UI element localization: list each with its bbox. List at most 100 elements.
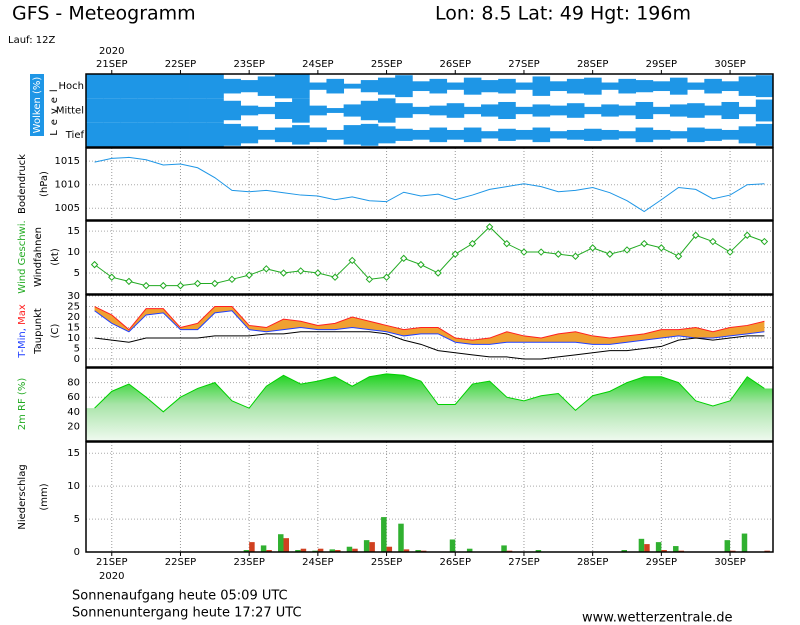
- cloud-cell: [309, 127, 327, 143]
- cloud-cell: [618, 105, 636, 116]
- bar: [535, 550, 542, 552]
- cloud-cell: [669, 77, 688, 95]
- y-unit: (kt): [50, 248, 61, 266]
- cloud-cell: [206, 98, 224, 123]
- marker: [108, 273, 116, 281]
- y-tick-label: 30: [67, 291, 80, 302]
- sunrise: Sonnenaufgang heute 05:09 UTC: [72, 589, 288, 604]
- bar: [260, 545, 267, 552]
- y-label: Wind Geschwi.: [17, 220, 28, 293]
- cloud-cell: [635, 127, 654, 143]
- cloud-cell: [532, 76, 551, 96]
- cloud-cell: [704, 128, 722, 141]
- y-tick-label: 10: [67, 333, 80, 344]
- cloud-cell: [171, 74, 190, 99]
- cloud-cell: [240, 126, 259, 144]
- marker: [692, 231, 700, 239]
- cloud-cell: [171, 98, 190, 123]
- cloud-cell: [481, 80, 499, 93]
- marker: [434, 269, 442, 277]
- marker: [279, 269, 288, 277]
- y-tick-label: 80: [67, 378, 80, 389]
- bar: [369, 542, 375, 552]
- cloud-cell: [515, 106, 533, 115]
- y-tick-label: 25: [67, 302, 80, 313]
- marker: [125, 277, 133, 286]
- marker: [640, 239, 648, 248]
- marker: [760, 237, 769, 246]
- marker: [314, 269, 322, 277]
- x-tick-label: 27SEP: [508, 557, 539, 568]
- cloud-cell: [584, 106, 602, 115]
- cloud-cell: [704, 105, 722, 116]
- bar: [386, 546, 393, 552]
- y-label: Niederschlag: [17, 464, 28, 529]
- cloud-cell: [652, 106, 671, 115]
- x-tick-label: 22SEP: [165, 557, 196, 568]
- cloud-cell: [343, 83, 362, 89]
- x-tick-label: 23SEP: [233, 557, 264, 568]
- cloud-cell: [223, 78, 241, 94]
- marker: [520, 248, 528, 256]
- cloud-cell: [549, 131, 568, 139]
- y-unit: (mm): [39, 483, 50, 510]
- cloud-cell: [223, 100, 241, 121]
- marker: [228, 275, 236, 284]
- marker: [159, 281, 167, 290]
- y-label: Bodendruck: [17, 154, 28, 214]
- y-tick-label: 20: [67, 312, 80, 323]
- bar: [638, 538, 645, 552]
- cloud-cell: [137, 74, 156, 99]
- cloud-cell: [738, 126, 757, 144]
- bar: [398, 523, 404, 552]
- cloud-cell: [412, 106, 430, 115]
- cloud-cell: [738, 76, 757, 96]
- legend-tmax: Max: [17, 304, 28, 325]
- marker: [571, 252, 580, 260]
- bar: [283, 538, 290, 552]
- bar: [655, 542, 662, 552]
- bar: [449, 539, 456, 552]
- cloud-cell: [566, 129, 585, 140]
- y-tick-label: 5: [74, 344, 80, 355]
- cloud-cell: [481, 104, 499, 117]
- cloud-cell: [137, 122, 156, 147]
- cloud-cell: [103, 74, 121, 99]
- cloud-cell: [360, 100, 379, 121]
- y-tick-label: 20: [67, 421, 80, 432]
- x-tick-label: 29SEP: [646, 557, 677, 568]
- bar: [724, 540, 731, 552]
- cloud-cell: [721, 101, 740, 120]
- title: GFS - Meteogramm: [12, 3, 196, 25]
- cloud-cell: [343, 104, 362, 117]
- x-tick-label: 25SEP: [371, 557, 402, 568]
- marker: [193, 279, 202, 288]
- cloud-cell: [292, 74, 310, 99]
- cloud-cell: [240, 80, 259, 93]
- cloud-cell: [635, 101, 654, 120]
- bar: [644, 544, 650, 552]
- x-tick-label: 26SEP: [440, 557, 471, 568]
- marker: [262, 265, 271, 273]
- marker: [726, 248, 734, 256]
- marker: [537, 248, 545, 256]
- rh-area: [86, 373, 773, 441]
- marker: [417, 260, 425, 269]
- marker: [485, 223, 494, 231]
- bar: [249, 542, 255, 552]
- marker: [245, 271, 253, 279]
- location: Lon: 8.5 Lat: 49 Hgt: 196m: [435, 3, 691, 25]
- marker: [348, 256, 356, 265]
- cloud-cell: [189, 98, 207, 123]
- marker: [503, 239, 511, 248]
- cloud-cell: [206, 122, 224, 147]
- line: [94, 331, 765, 360]
- x-tick-label: 29SEP: [646, 59, 677, 70]
- cloud-cell: [755, 123, 774, 146]
- cloud-cell: [463, 77, 482, 95]
- y-tick-label: 15: [67, 448, 80, 459]
- temp-range-fill: [94, 306, 765, 345]
- bar: [329, 549, 336, 552]
- level-label: Tief: [65, 130, 85, 141]
